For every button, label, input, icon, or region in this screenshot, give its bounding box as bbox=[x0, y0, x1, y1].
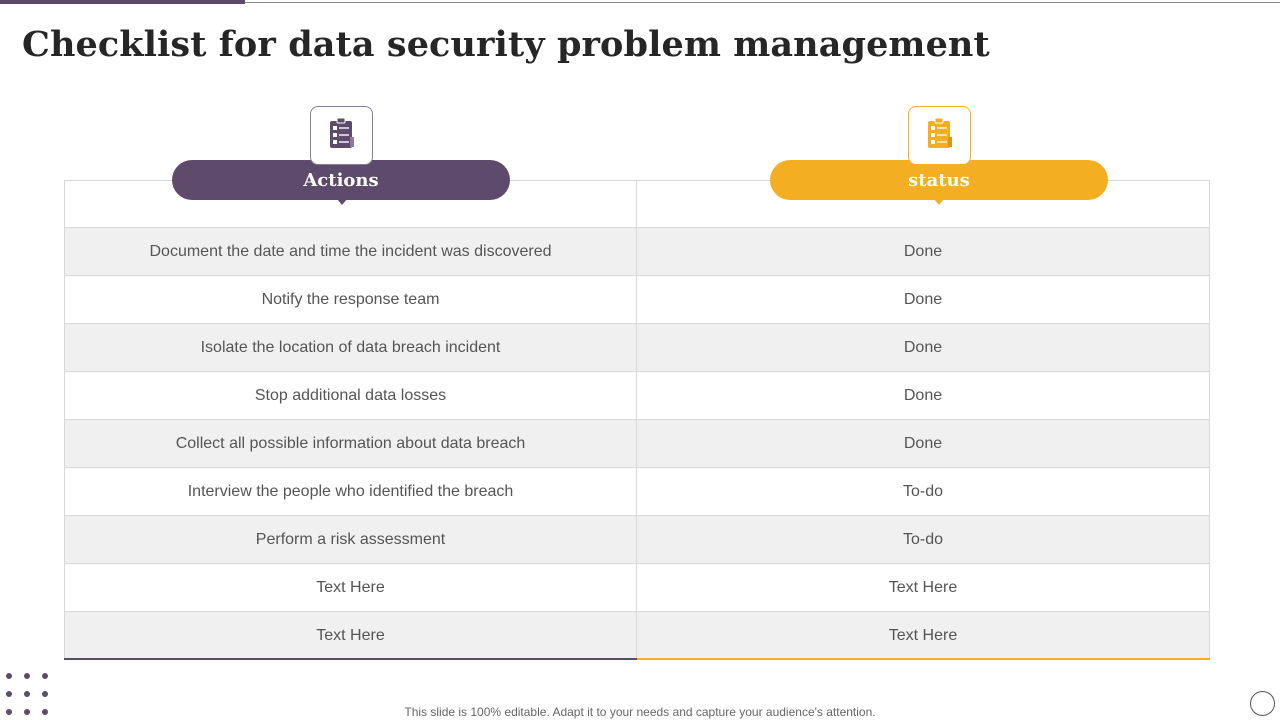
slide-title: Checklist for data security problem mana… bbox=[22, 24, 990, 65]
slide-nav-circle-button[interactable] bbox=[1250, 691, 1275, 716]
decor-dot bbox=[6, 691, 12, 697]
decor-dot bbox=[24, 709, 30, 715]
status-cell: To-do bbox=[637, 516, 1210, 563]
action-cell: Interview the people who identified the … bbox=[64, 468, 637, 515]
status-icon-box bbox=[908, 106, 971, 165]
decor-dot bbox=[42, 673, 48, 679]
status-cell: Done bbox=[637, 372, 1210, 419]
actions-icon-box bbox=[310, 106, 373, 165]
status-bottom-rule bbox=[637, 658, 1210, 660]
action-cell: Notify the response team bbox=[64, 276, 637, 323]
actions-pill-pointer bbox=[337, 199, 347, 205]
decor-dot bbox=[6, 709, 12, 715]
table-row: Interview the people who identified the … bbox=[64, 468, 1210, 516]
checklist-table: Document the date and time the incident … bbox=[64, 180, 1210, 659]
header-cell-status bbox=[637, 181, 1210, 229]
actions-header-label: Actions bbox=[303, 169, 379, 191]
decor-dot bbox=[24, 673, 30, 679]
decor-dot bbox=[42, 709, 48, 715]
top-divider-line bbox=[0, 2, 1280, 3]
actions-header-pill: Actions bbox=[172, 160, 510, 200]
status-cell: Done bbox=[637, 276, 1210, 323]
actions-bottom-rule bbox=[64, 658, 637, 660]
clipboard-checklist-icon bbox=[927, 117, 953, 154]
action-cell: Perform a risk assessment bbox=[64, 516, 637, 563]
table-row: Text Here Text Here bbox=[64, 612, 1210, 659]
clipboard-checklist-icon bbox=[329, 117, 355, 154]
status-cell: To-do bbox=[637, 468, 1210, 515]
decor-dot bbox=[6, 673, 12, 679]
decorative-dot-grid bbox=[6, 673, 54, 717]
table-row: Perform a risk assessment To-do bbox=[64, 516, 1210, 564]
header-cell-actions bbox=[64, 181, 637, 229]
status-header-pill: status bbox=[770, 160, 1108, 200]
status-cell: Done bbox=[637, 420, 1210, 467]
top-accent-bar bbox=[0, 0, 245, 4]
decor-dot bbox=[42, 691, 48, 697]
action-cell: Isolate the location of data breach inci… bbox=[64, 324, 637, 371]
table-header-row bbox=[64, 180, 1210, 229]
action-cell: Stop additional data losses bbox=[64, 372, 637, 419]
table-row: Text Here Text Here bbox=[64, 564, 1210, 612]
table-row: Document the date and time the incident … bbox=[64, 228, 1210, 276]
action-cell: Text Here bbox=[64, 564, 637, 611]
status-pill-pointer bbox=[934, 199, 944, 205]
status-cell: Text Here bbox=[637, 612, 1210, 659]
footer-note: This slide is 100% editable. Adapt it to… bbox=[404, 705, 876, 719]
decor-dot bbox=[24, 691, 30, 697]
status-header-label: status bbox=[908, 169, 970, 191]
action-cell: Text Here bbox=[64, 612, 637, 659]
table-row: Isolate the location of data breach inci… bbox=[64, 324, 1210, 372]
table-row: Notify the response team Done bbox=[64, 276, 1210, 324]
status-cell: Done bbox=[637, 324, 1210, 371]
table-row: Collect all possible information about d… bbox=[64, 420, 1210, 468]
table-row: Stop additional data losses Done bbox=[64, 372, 1210, 420]
action-cell: Collect all possible information about d… bbox=[64, 420, 637, 467]
status-cell: Text Here bbox=[637, 564, 1210, 611]
action-cell: Document the date and time the incident … bbox=[64, 228, 637, 275]
status-cell: Done bbox=[637, 228, 1210, 275]
